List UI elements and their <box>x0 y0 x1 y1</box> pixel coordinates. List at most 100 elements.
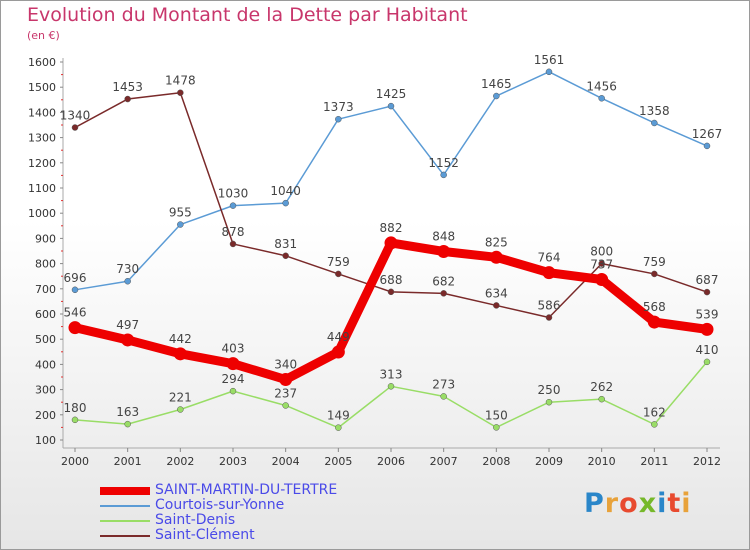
data-label: 955 <box>169 206 192 220</box>
data-label: 1425 <box>376 87 407 101</box>
data-point <box>542 266 556 280</box>
data-point <box>282 199 289 207</box>
data-point <box>282 252 289 260</box>
data-point <box>545 314 553 321</box>
data-point <box>71 286 79 294</box>
legend-item-saint-denis: Saint-Denis <box>100 513 400 528</box>
data-point <box>173 347 187 361</box>
data-label: 442 <box>169 332 192 346</box>
x-tick-label: 2003 <box>219 455 247 468</box>
legend-label-saint-denis: Saint-Denis <box>155 512 236 528</box>
y-tick-label: 700 <box>35 283 56 296</box>
data-label: 568 <box>643 300 666 314</box>
data-label: 163 <box>116 405 139 419</box>
data-point <box>598 95 605 102</box>
data-point <box>177 406 184 413</box>
data-label: 688 <box>380 273 403 287</box>
data-point <box>71 416 79 424</box>
data-point <box>440 393 447 400</box>
legend-item-saint-clement: Saint-Clément <box>100 528 400 543</box>
data-point <box>282 402 289 409</box>
x-tick-label: 2005 <box>324 455 352 468</box>
data-point <box>229 202 237 209</box>
logo-letter: i <box>657 488 668 519</box>
data-label: 294 <box>222 372 245 386</box>
y-tick-label: 1000 <box>28 207 56 220</box>
data-label: 882 <box>380 221 403 235</box>
data-label: 273 <box>432 377 455 391</box>
data-label: 262 <box>590 380 613 394</box>
y-tick-label: 1100 <box>28 182 56 195</box>
y-tick-label: 300 <box>35 384 56 397</box>
data-point <box>545 398 553 406</box>
x-tick-label: 2007 <box>430 455 458 468</box>
data-label: 1373 <box>323 100 354 114</box>
data-label: 759 <box>643 255 666 269</box>
y-tick-label: 100 <box>35 434 56 447</box>
y-tick-label: 600 <box>35 308 56 321</box>
data-label: 150 <box>485 408 508 422</box>
data-label: 180 <box>64 401 87 415</box>
y-tick-label: 1500 <box>28 81 56 94</box>
x-tick-label: 2001 <box>114 455 142 468</box>
data-label: 737 <box>590 257 613 271</box>
legend-swatch-saint-martin <box>100 487 150 495</box>
data-label: 696 <box>64 271 87 285</box>
data-label: 730 <box>116 262 139 276</box>
data-point <box>335 270 342 278</box>
data-point <box>440 290 447 297</box>
legend-label-courtois: Courtois-sur-Yonne <box>155 497 285 513</box>
data-label: 162 <box>643 405 666 419</box>
data-point <box>598 395 605 403</box>
logo-letter: P <box>584 488 605 519</box>
data-point <box>437 245 451 259</box>
data-label: 1267 <box>692 127 723 141</box>
data-point <box>226 357 240 371</box>
data-label: 546 <box>64 306 87 320</box>
logo-letter: i <box>681 488 692 519</box>
data-label: 1478 <box>165 74 196 88</box>
data-point <box>595 272 609 286</box>
data-point <box>177 221 184 228</box>
data-point <box>71 124 79 131</box>
data-label: 539 <box>696 307 719 321</box>
data-label: 1152 <box>428 156 459 170</box>
logo-letter: o <box>619 488 639 519</box>
logo-letter: t <box>667 488 682 519</box>
legend: SAINT-MARTIN-DU-TERTRE Courtois-sur-Yonn… <box>100 483 400 543</box>
data-label: 340 <box>274 358 297 372</box>
legend-item-courtois: Courtois-sur-Yonne <box>100 498 400 513</box>
data-label: 1453 <box>112 80 143 94</box>
x-tick-label: 2011 <box>640 455 668 468</box>
data-point <box>177 89 184 96</box>
legend-label-saint-clement: Saint-Clément <box>155 527 255 543</box>
data-label: 634 <box>485 286 508 300</box>
data-label: 682 <box>432 274 455 288</box>
legend-swatch-saint-denis <box>100 520 150 522</box>
data-point <box>387 102 395 110</box>
data-label: 250 <box>538 383 561 397</box>
data-point <box>493 424 500 431</box>
y-tick-label: 1600 <box>28 56 56 69</box>
x-tick-label: 2012 <box>693 455 721 468</box>
data-label: 848 <box>432 230 455 244</box>
data-label: 800 <box>590 245 613 259</box>
y-tick-label: 1400 <box>28 106 56 119</box>
data-point <box>493 302 500 309</box>
data-point <box>124 277 131 285</box>
data-label: 764 <box>538 251 561 265</box>
data-label: 831 <box>274 237 297 251</box>
proxiti-logo: Proxiti <box>584 488 692 519</box>
data-point <box>335 115 342 123</box>
data-point <box>651 119 658 127</box>
legend-swatch-saint-clement <box>100 535 150 537</box>
data-point <box>68 321 82 335</box>
line-chart: 100 200 300 400 500 600 700 800 900 1000 1100 1200 1… <box>28 53 723 468</box>
data-label: 1030 <box>218 187 249 201</box>
data-point <box>331 345 345 359</box>
data-label: 825 <box>485 235 508 249</box>
data-point <box>493 92 500 100</box>
x-tick-label: 2009 <box>535 455 563 468</box>
y-tick-label: 500 <box>35 333 56 346</box>
data-label: 878 <box>222 225 245 239</box>
